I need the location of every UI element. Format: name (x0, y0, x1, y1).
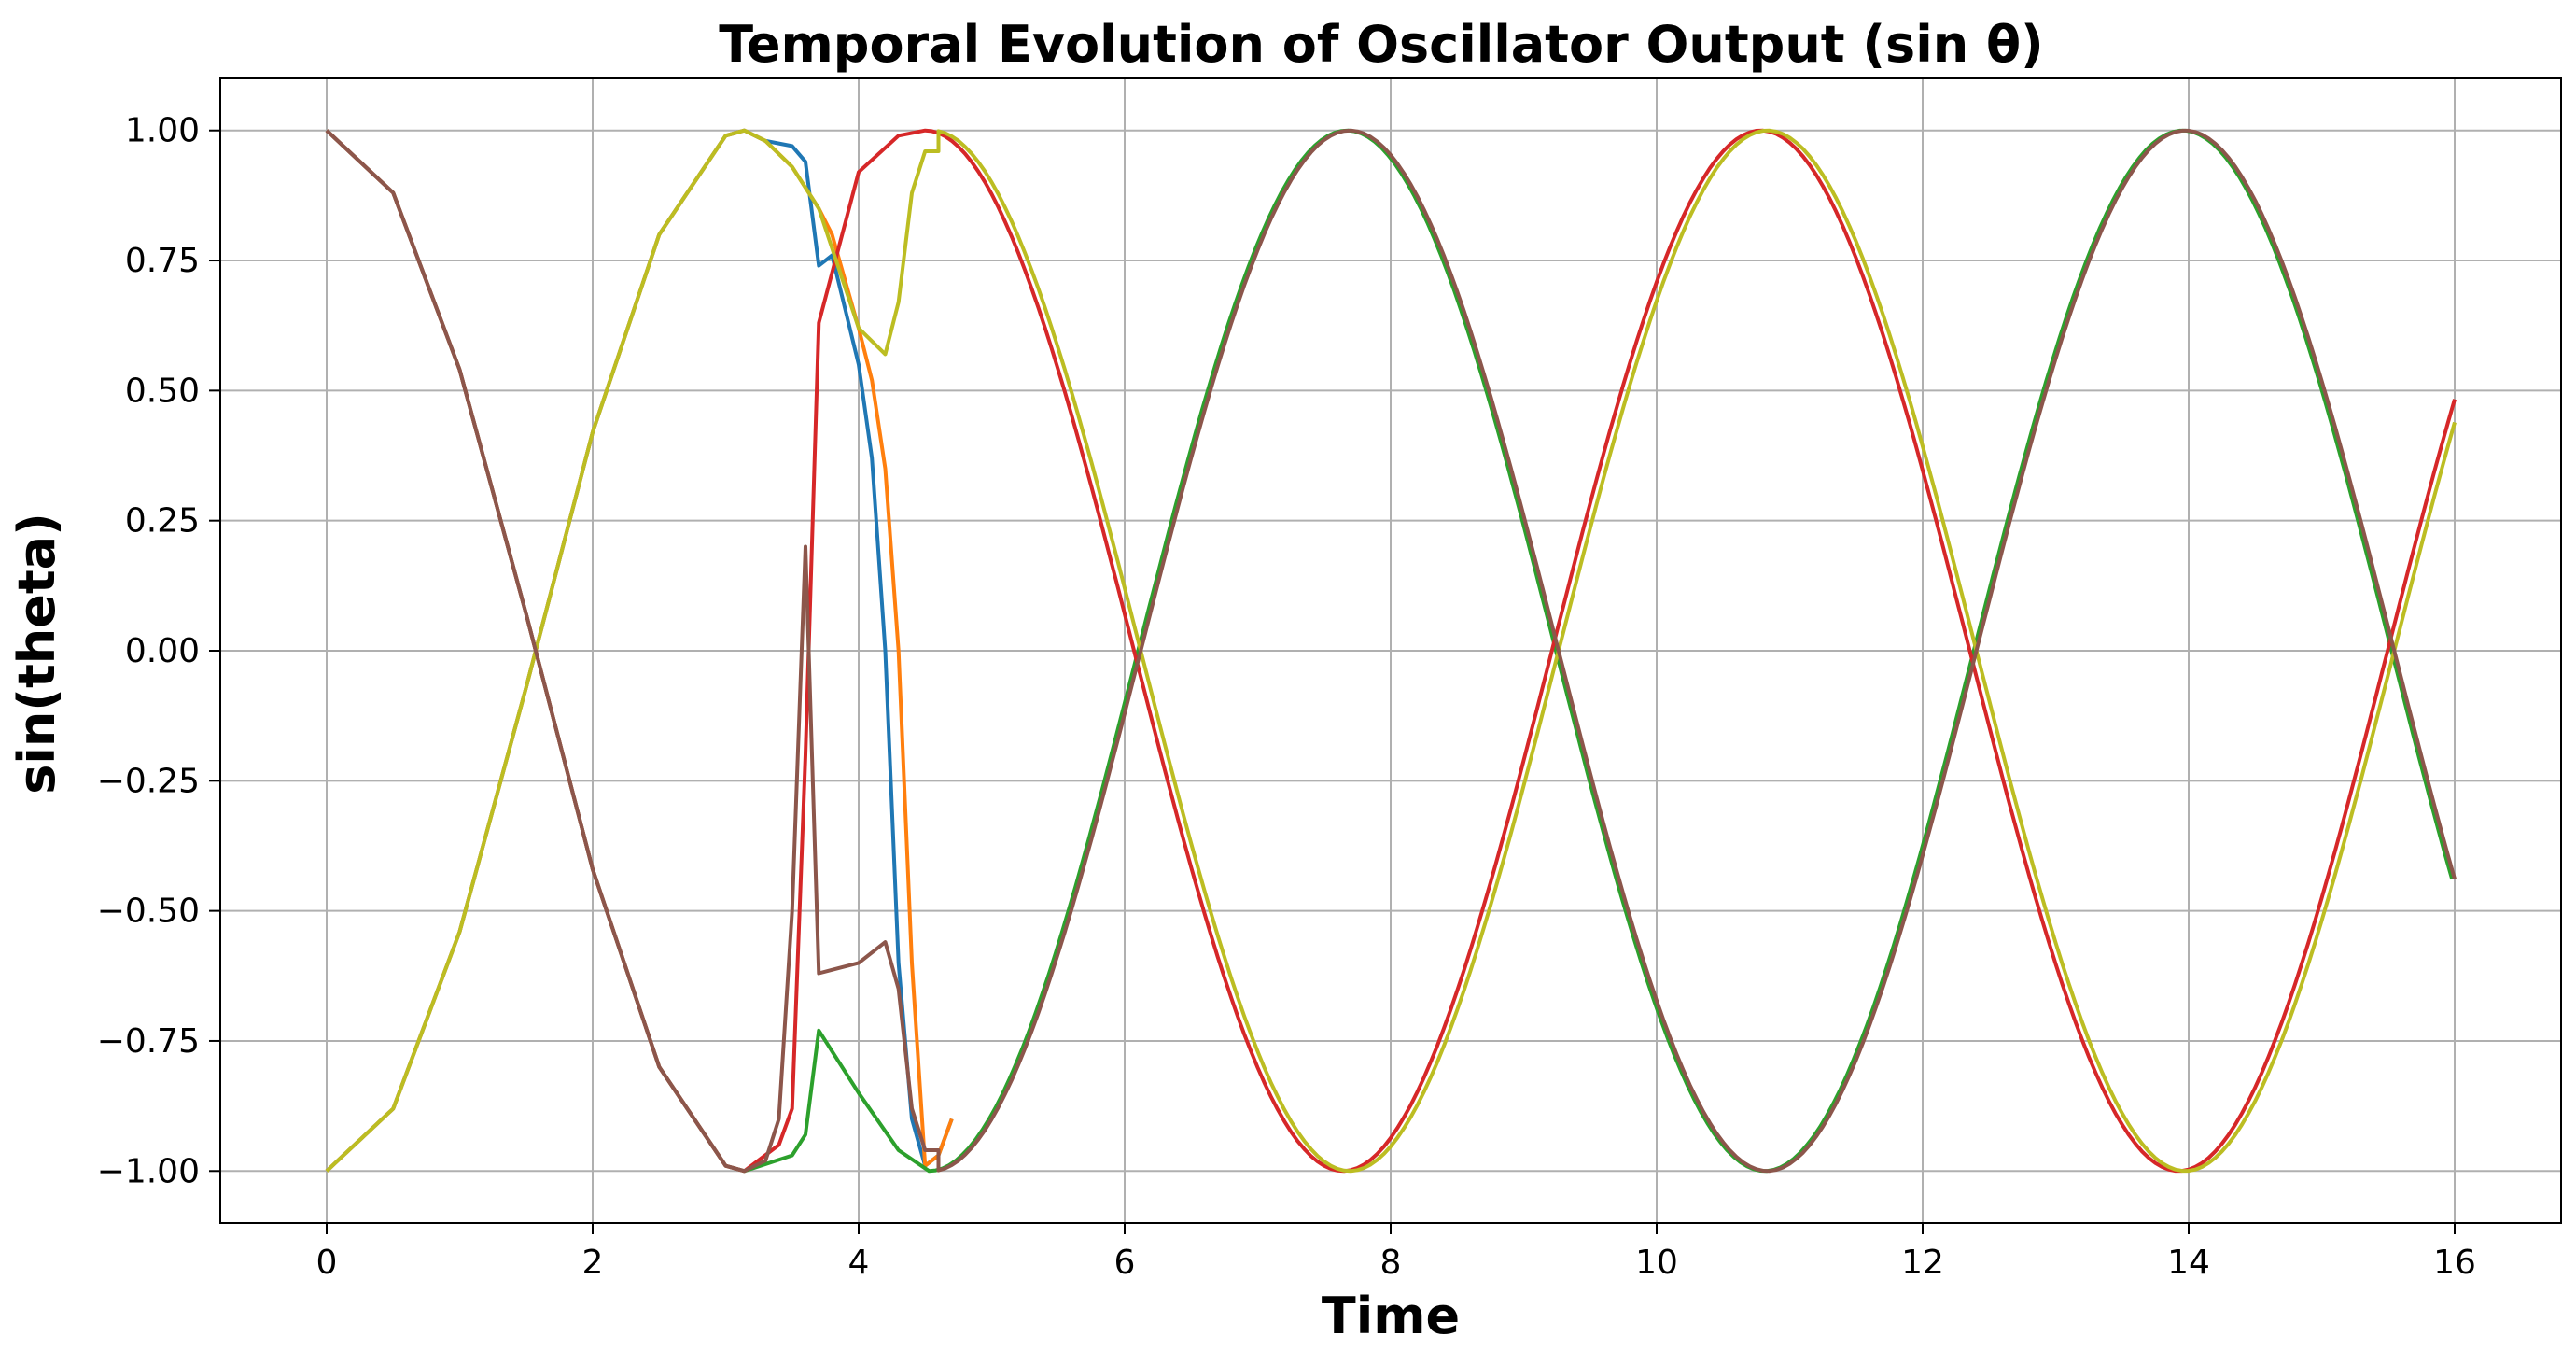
y-tick-label: 0.75 (125, 242, 200, 280)
y-tick-label: −0.75 (97, 1022, 200, 1061)
y-tick-label: 0.00 (125, 632, 200, 670)
y-tick-label: 0.50 (125, 372, 200, 410)
x-tick-label: 8 (1380, 1244, 1402, 1282)
x-tick-label: 14 (2167, 1244, 2210, 1282)
series-line-6 (325, 128, 2457, 1174)
x-tick-label: 10 (1635, 1244, 1678, 1282)
x-tick-label: 4 (848, 1244, 870, 1282)
y-tick-label: −0.50 (97, 893, 200, 931)
x-tick-label: 0 (316, 1244, 338, 1282)
chart-title: Temporal Evolution of Oscillator Output … (719, 15, 2043, 74)
x-tick-label: 2 (582, 1244, 604, 1282)
y-tick-label: 0.25 (125, 502, 200, 541)
x-axis-label: Time (1322, 1287, 1460, 1345)
y-tick-label: −1.00 (97, 1152, 200, 1190)
x-tick-label: 16 (2433, 1244, 2476, 1282)
y-tick-label: −0.25 (97, 762, 200, 800)
x-tick-label: 12 (1901, 1244, 1944, 1282)
y-axis-ticks: 1.00 0.75 0.50 0.25 0.00 −0.25 −0.50 −0.75 −1.00 (97, 112, 220, 1190)
x-tick-label: 6 (1114, 1244, 1136, 1282)
y-tick-label: 1.00 (125, 112, 200, 150)
y-axis-label: sin(theta) (7, 513, 66, 795)
x-axis-ticks: 0 2 4 6 8 10 12 14 16 (316, 1223, 2476, 1282)
series-line-5 (325, 128, 2457, 1174)
grid (220, 78, 2561, 1223)
series-lines (325, 128, 2457, 1174)
